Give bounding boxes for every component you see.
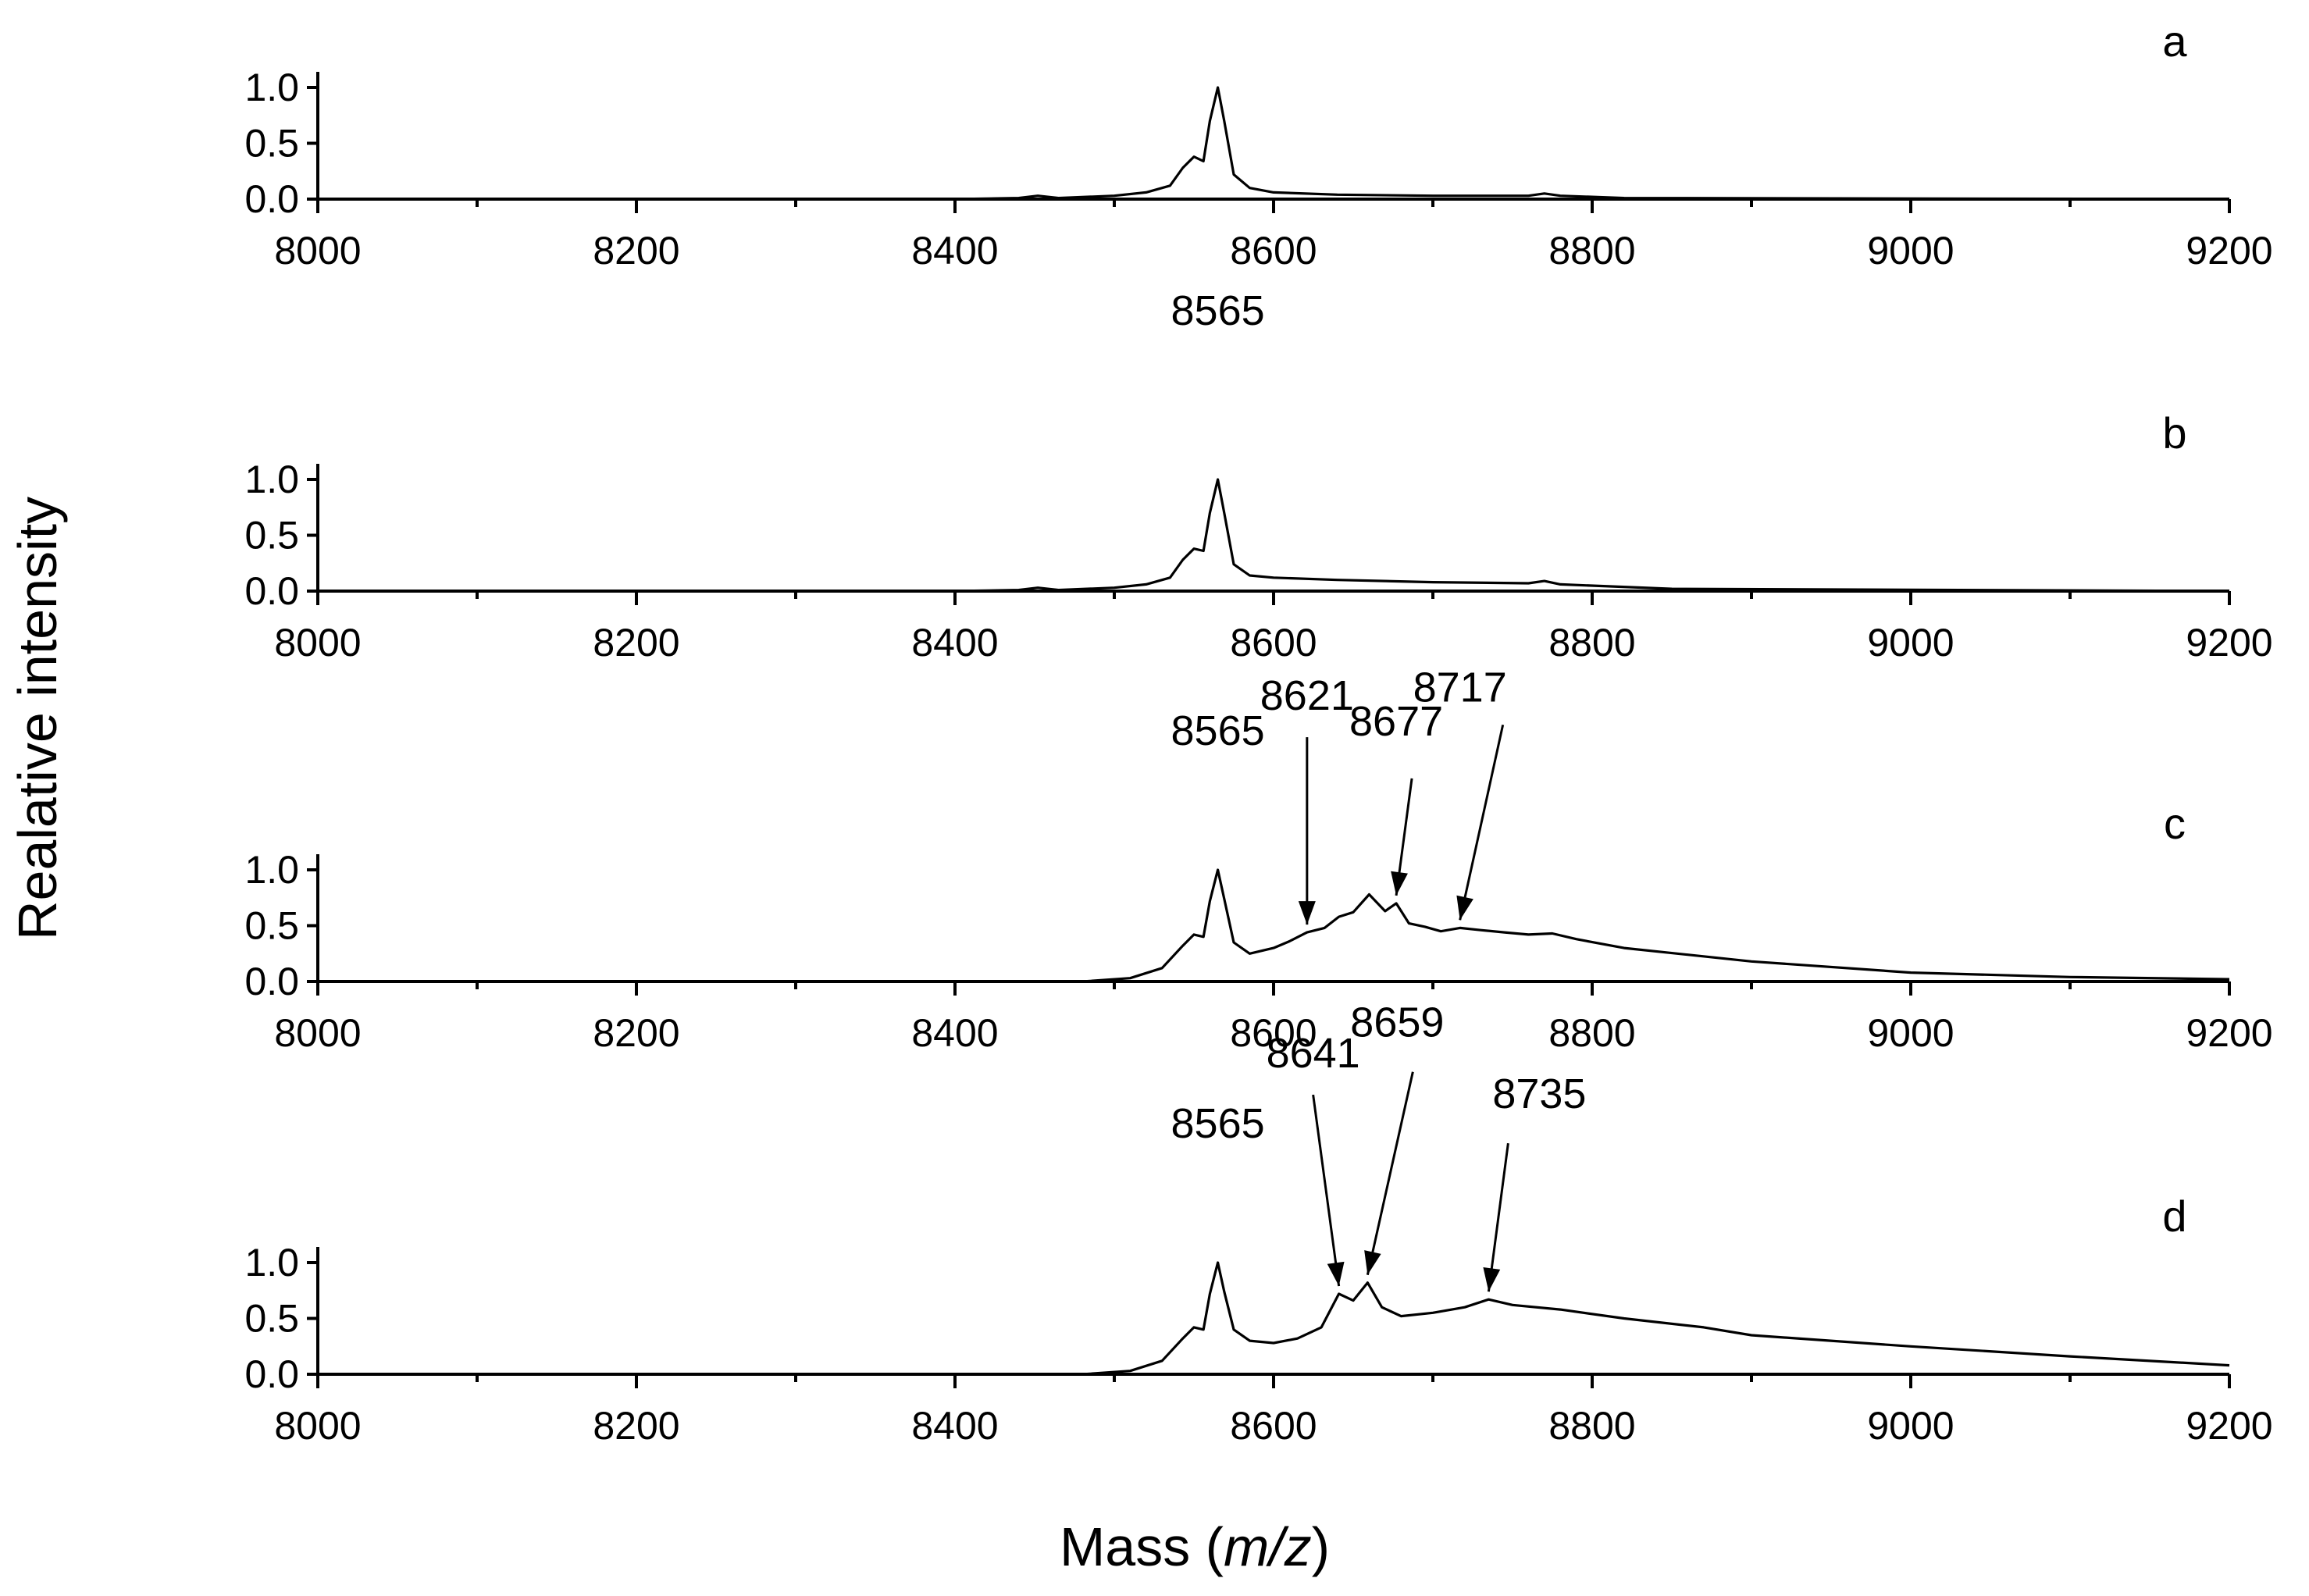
panel-c-peak-label: 8677 <box>1349 698 1443 745</box>
panel-a-x-tick-label: 8200 <box>593 229 679 273</box>
panel-c-x-tick-label: 8800 <box>1548 1011 1635 1055</box>
panel-b-x-tick-label: 8400 <box>911 621 998 664</box>
panel-d-peak-arrow <box>1312 1094 1341 1287</box>
panel-a-label: a <box>2162 16 2187 66</box>
x-axis-label: Mass (m/z) <box>1060 1516 1330 1577</box>
panel-c-peak-label: 8621 <box>1260 672 1354 719</box>
panel-b-y-tick-label: 1.0 <box>244 458 299 501</box>
panel-c-y-tick-label: 0.5 <box>244 904 299 948</box>
panel-b-y-tick-label: 0.0 <box>244 569 299 613</box>
panel-d-peak-label: 8641 <box>1267 1030 1360 1077</box>
panel-d-peak-arrowhead <box>1483 1267 1501 1292</box>
panel-a-y-tick-label: 0.0 <box>244 177 299 221</box>
panel-d-x-tick-label: 9200 <box>2186 1404 2272 1448</box>
panel-d-x-tick-label: 8200 <box>593 1404 679 1448</box>
panel-b-label: b <box>2162 408 2186 458</box>
panel-d-x-tick-label: 8600 <box>1230 1404 1317 1448</box>
panel-d-peak-arrow <box>1487 1142 1509 1292</box>
panel-b-spectrum-line <box>318 478 2230 593</box>
panel-a-x-tick-label: 8400 <box>911 229 998 273</box>
panel-d-peak-arrowhead <box>1327 1261 1345 1287</box>
panel-c-peak-label: 8565 <box>1171 707 1265 754</box>
panel-d-spectrum-line <box>318 1261 2230 1376</box>
panel-a-x-tick-label: 8800 <box>1548 229 1635 273</box>
panel-c-x-tick-label: 8600 <box>1230 1011 1317 1055</box>
panel-b-x-tick-label: 8800 <box>1548 621 1635 664</box>
panel-a-y-tick-label: 1.0 <box>244 66 299 109</box>
panel-d-peak-label: 8659 <box>1350 999 1444 1046</box>
panel-b-peak-label: 8565 <box>1171 287 1265 334</box>
x-axis-label-suffix: ) <box>1312 1516 1330 1577</box>
panel-a-y-tick-label: 0.5 <box>244 122 299 166</box>
panel-c-peak-label: 8717 <box>1413 664 1507 711</box>
panel-a-x-tick-label: 9000 <box>1867 229 1954 273</box>
panel-b-x-tick-label: 8600 <box>1230 621 1317 664</box>
panel-a-spectrum-line <box>318 86 2230 201</box>
y-axis-label: Realative intensity <box>7 497 68 940</box>
panel-b-x-tick-label: 9000 <box>1867 621 1954 664</box>
panel-d-peak-label: 8735 <box>1492 1071 1586 1117</box>
panel-d-y-tick-label: 0.5 <box>244 1297 299 1341</box>
panel-d-x-tick-label: 9000 <box>1867 1404 1954 1448</box>
panel-c-peak-arrowhead <box>1391 871 1408 896</box>
panel-d-label: d <box>2162 1192 2186 1241</box>
panel-d-x-tick-label: 8800 <box>1548 1404 1635 1448</box>
panel-c-label: c <box>2164 799 2186 848</box>
panel-c-peak-arrowhead <box>1456 895 1473 921</box>
panel-c-x-tick-label: 9000 <box>1867 1011 1954 1055</box>
panel-d-y-tick-label: 1.0 <box>244 1241 299 1284</box>
panel-c-y-tick-label: 1.0 <box>244 848 299 892</box>
panel-d-peak-label: 8565 <box>1171 1100 1265 1147</box>
panel-c-x-tick-label: 9200 <box>2186 1011 2272 1055</box>
panel-c-spectrum-line <box>318 868 2230 983</box>
panel-c-x-tick-label: 8000 <box>274 1011 361 1055</box>
panel-a-x-tick-label: 8600 <box>1230 229 1317 273</box>
panel-a-x-tick-label: 9200 <box>2186 229 2272 273</box>
panel-d-x-tick-label: 8000 <box>274 1404 361 1448</box>
panel-c-y-tick-label: 0.0 <box>244 960 299 1003</box>
panel-b-x-tick-label: 8000 <box>274 621 361 664</box>
panel-c-peak-arrow <box>1459 725 1505 921</box>
x-axis-label-prefix: Mass ( <box>1060 1516 1224 1577</box>
panel-b-x-tick-label: 9200 <box>2186 621 2272 664</box>
x-axis-label-variable: m/z <box>1224 1516 1312 1577</box>
panel-c-x-tick-label: 8400 <box>911 1011 998 1055</box>
panel-d-y-tick-label: 0.0 <box>244 1352 299 1396</box>
panel-b-x-tick-label: 8200 <box>593 621 679 664</box>
panel-d-peak-arrowhead <box>1364 1250 1381 1275</box>
panel-d-x-tick-label: 8400 <box>911 1404 998 1448</box>
panel-d-peak-arrow <box>1366 1071 1414 1276</box>
panel-a-x-tick-label: 8000 <box>274 229 361 273</box>
panel-c-x-tick-label: 8200 <box>593 1011 679 1055</box>
panel-b-y-tick-label: 0.5 <box>244 514 299 558</box>
panel-c-peak-arrowhead <box>1298 901 1316 925</box>
